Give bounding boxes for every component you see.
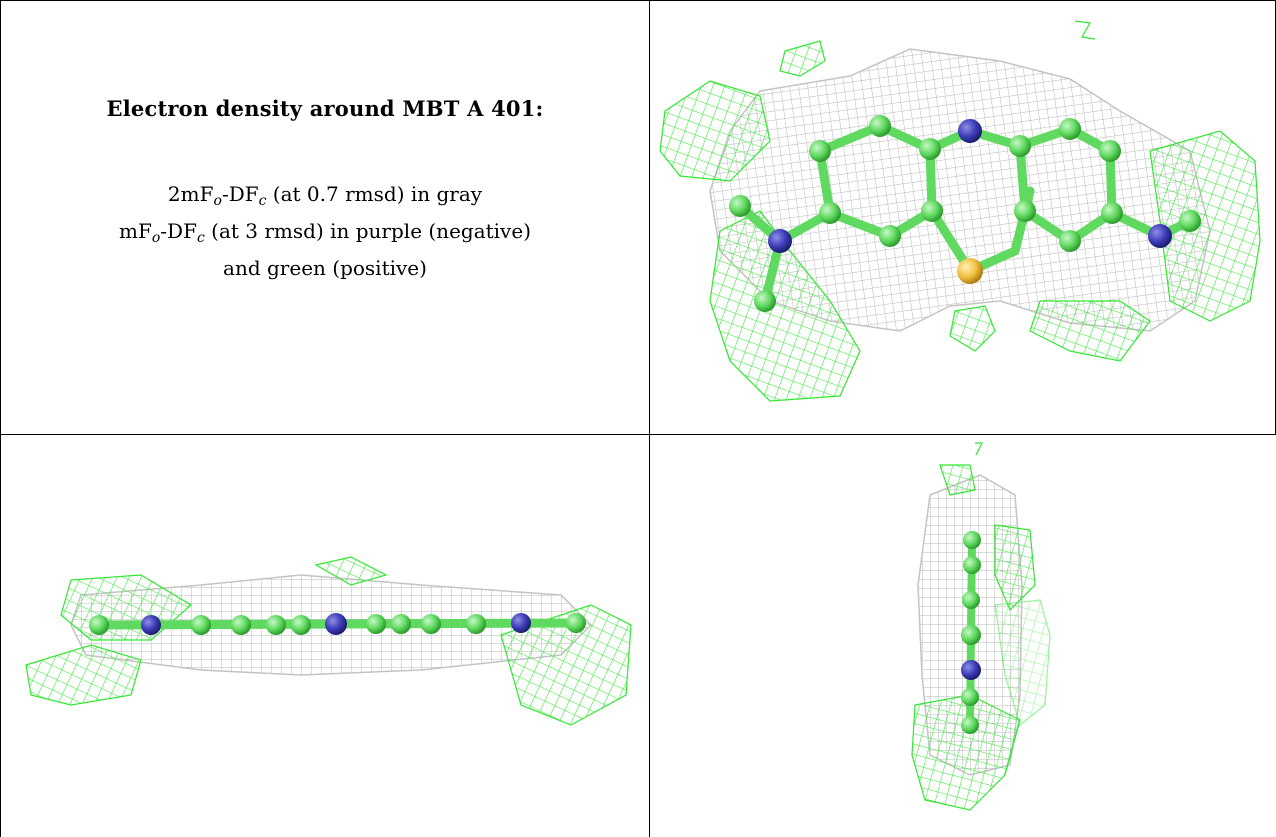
caption: Electron density around MBT A 401: 2mFo-… <box>1 96 649 283</box>
top-view-panel <box>650 1 1275 434</box>
caption-line-3: and green (positive) <box>223 256 427 280</box>
table-border-center <box>649 0 650 837</box>
molecule-top-view-icon <box>659 20 1261 402</box>
table-border-left <box>0 0 1 837</box>
end-view-panel <box>650 435 1275 837</box>
caption-line-2: mFo-DFc (at 3 rmsd) in purple (negative) <box>119 219 531 246</box>
molecule-side-view-icon <box>25 556 632 726</box>
side-view-panel <box>1 435 649 837</box>
caption-line-1: 2mFo-DFc (at 0.7 rmsd) in gray <box>167 182 483 209</box>
table-border-middle <box>0 434 1276 435</box>
molecule-end-view-icon <box>911 442 1051 811</box>
table-border-top <box>0 0 1276 1</box>
caption-cell: Electron density around MBT A 401: 2mFo-… <box>1 1 649 434</box>
caption-title: Electron density around MBT A 401: <box>106 96 544 121</box>
